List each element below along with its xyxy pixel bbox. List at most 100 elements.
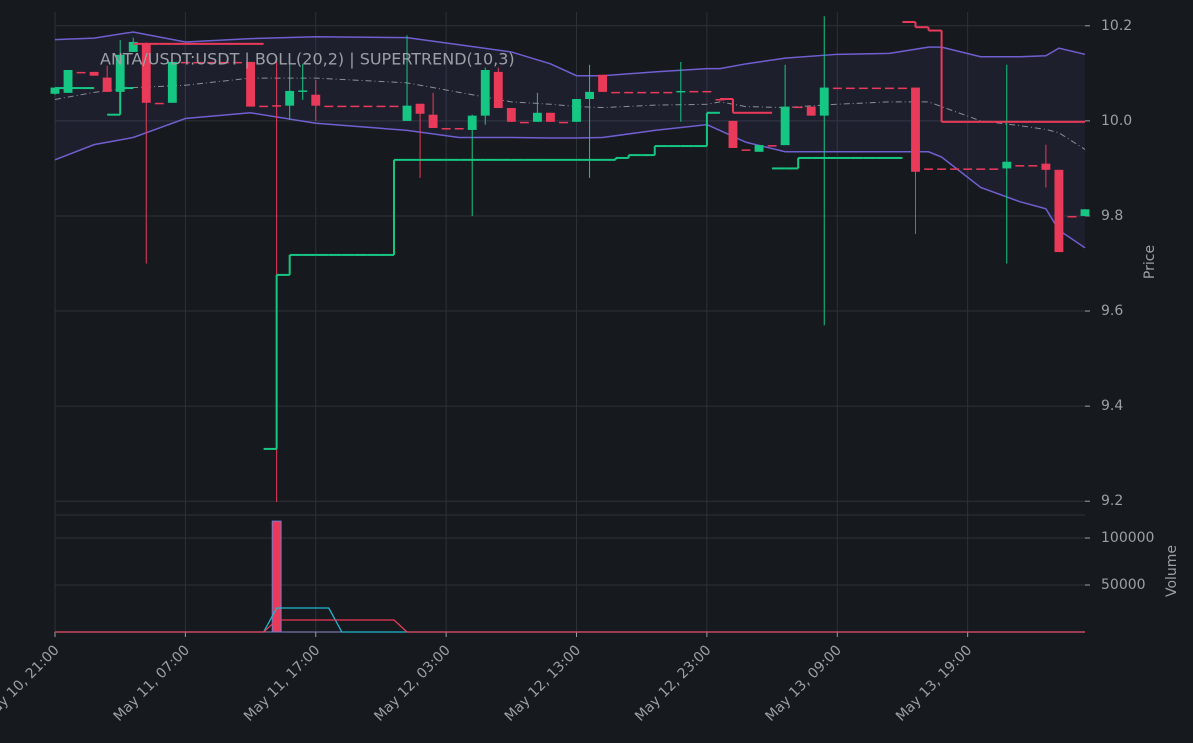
x-tick-label: May 12, 13:00	[502, 642, 584, 724]
candle-body	[911, 87, 920, 172]
candle-body	[689, 90, 699, 93]
candle-body	[884, 87, 894, 90]
y-tick-label: 9.4	[1101, 398, 1123, 414]
candle-body	[350, 105, 360, 108]
candle-body	[233, 61, 242, 64]
candle-body	[767, 145, 777, 147]
candle-body	[207, 61, 216, 64]
y2-tick-label: 50000	[1101, 577, 1146, 593]
candle-body	[1028, 165, 1038, 167]
candle-body	[193, 61, 203, 64]
candle-body	[402, 105, 412, 121]
candle-body	[845, 87, 855, 90]
y-tick-label: 9.6	[1101, 303, 1123, 319]
candle-body	[337, 105, 347, 108]
candle-body	[128, 41, 138, 52]
candle-body	[89, 71, 99, 76]
x-tick-label: May 12, 23:00	[632, 642, 714, 724]
y-axis-label: Price	[1142, 245, 1158, 279]
x-tick-label: May 13, 09:00	[763, 642, 845, 724]
candle-body	[285, 90, 295, 106]
y-tick-label: 9.8	[1101, 208, 1123, 224]
candle-body	[832, 87, 842, 90]
x-tick-label: May 13, 19:00	[893, 642, 975, 724]
candle-body	[376, 105, 386, 108]
candle-body	[493, 71, 503, 109]
x-tick-label: May 12, 03:00	[371, 642, 453, 724]
candle-body	[989, 168, 999, 170]
candle-body	[819, 87, 829, 116]
candle-body	[702, 90, 712, 93]
boll-lower	[54, 112, 1086, 249]
x-tick-label: May 10, 21:00	[0, 642, 63, 724]
y-tick-label: 9.2	[1101, 493, 1123, 509]
candle-body	[246, 61, 256, 107]
candle-body	[415, 103, 425, 114]
candle-body	[50, 87, 60, 94]
candle-body	[1080, 209, 1090, 216]
volume-ma	[55, 619, 1085, 633]
candle-body	[441, 128, 451, 130]
candle-body	[389, 105, 399, 108]
candle-body	[793, 106, 803, 109]
candle-body	[950, 168, 960, 170]
candle-body	[76, 71, 86, 74]
candle-body	[898, 87, 907, 90]
candle-body	[259, 105, 269, 108]
candle-body	[154, 102, 164, 105]
candle-body	[924, 168, 933, 170]
candle-body	[141, 43, 151, 103]
candle-body	[363, 105, 373, 108]
candle-body	[115, 54, 125, 92]
candle-body	[102, 77, 112, 92]
candle-body	[1041, 163, 1051, 170]
candle-body	[1054, 169, 1064, 253]
candle-body	[611, 91, 621, 94]
y-tick-label: 10.2	[1101, 18, 1132, 34]
candle-body	[1015, 165, 1025, 167]
candle-body	[585, 91, 594, 100]
y2-tick-label: 100000	[1101, 530, 1154, 546]
candle-body	[741, 149, 751, 151]
y-tick-label: 10.0	[1101, 113, 1132, 129]
candle-body	[1067, 215, 1077, 218]
candle-body	[272, 105, 282, 107]
candle-body	[546, 112, 555, 122]
candle-body	[871, 87, 881, 90]
candle-body	[519, 121, 529, 124]
main-layer	[50, 16, 1090, 633]
candle-body	[311, 94, 321, 106]
candle-body	[663, 91, 673, 94]
candle-body	[1002, 161, 1012, 169]
y2-axis-label: Volume	[1164, 545, 1180, 597]
candle-body	[754, 145, 764, 152]
boll-band	[55, 31, 1085, 248]
candle-body	[637, 91, 647, 94]
candle-body	[454, 128, 464, 130]
candle-body	[937, 168, 947, 170]
candle-body	[298, 90, 308, 92]
candle-body	[467, 115, 477, 130]
over-layer	[55, 20, 1085, 633]
volume-ma	[55, 607, 1085, 633]
candle-body	[63, 70, 73, 93]
candle-body	[963, 168, 973, 170]
candle-body	[780, 106, 790, 146]
candle-body	[858, 87, 868, 90]
candle-body	[676, 90, 686, 93]
candle-body	[324, 105, 334, 108]
candle-body	[559, 121, 568, 124]
candle-body	[428, 114, 438, 129]
candle-body	[167, 61, 177, 103]
candle-body	[650, 91, 660, 94]
candle-body	[532, 112, 542, 122]
candle-body	[624, 91, 634, 94]
volume-bar	[271, 520, 282, 633]
x-tick-label: May 11, 07:00	[111, 642, 193, 724]
candle-body	[220, 61, 229, 64]
candle-body	[180, 61, 190, 64]
candle-body	[572, 99, 581, 122]
candle-body	[598, 74, 608, 92]
